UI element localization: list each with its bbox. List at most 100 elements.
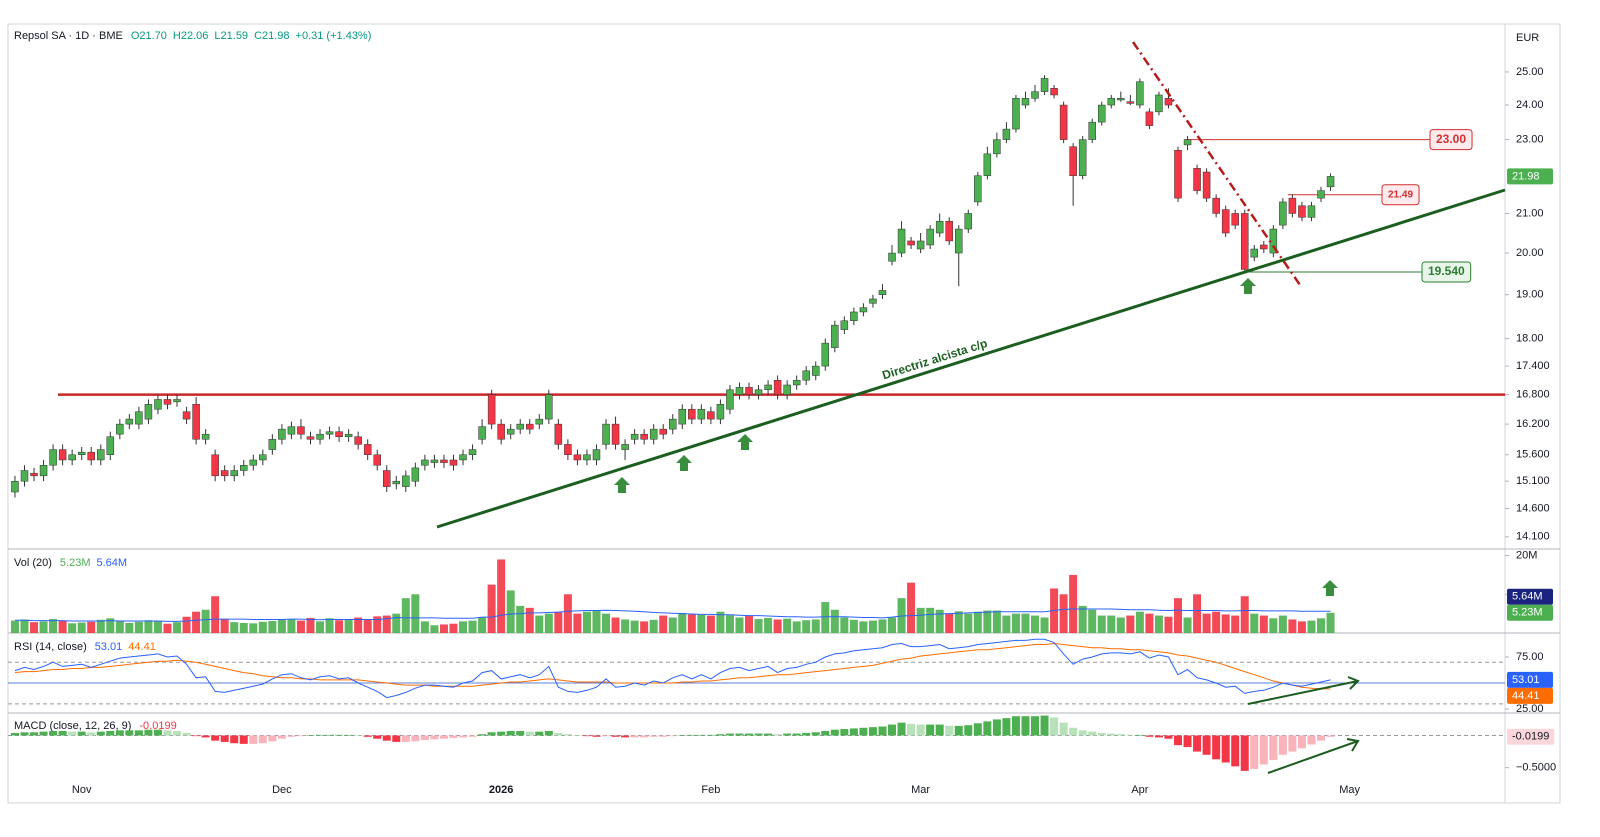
candle-body xyxy=(240,464,248,471)
indicator-value: 44.41 xyxy=(128,641,156,653)
candle-body xyxy=(259,454,267,461)
macd-bar xyxy=(706,734,715,736)
candle-body xyxy=(821,342,830,367)
macd-bar xyxy=(964,725,973,736)
candle-body xyxy=(211,454,219,477)
volume-bar xyxy=(39,621,48,633)
macd-bar xyxy=(668,735,677,737)
volume-bar xyxy=(20,619,29,633)
volume-bar xyxy=(125,622,134,633)
volume-bar xyxy=(1154,615,1163,633)
candle-body xyxy=(325,431,334,435)
volume-bar xyxy=(1297,621,1306,633)
volume-bar xyxy=(430,625,439,633)
candle-body xyxy=(468,449,477,456)
price-tag xyxy=(1507,671,1553,688)
candle-body xyxy=(764,384,772,391)
trend-line xyxy=(436,188,1506,529)
level-label: 23.00 xyxy=(1436,132,1466,146)
candle-body xyxy=(1012,98,1020,130)
volume-bar xyxy=(239,622,248,633)
candle-body xyxy=(173,399,181,403)
volume-bar xyxy=(1317,618,1326,633)
candle-body xyxy=(907,240,915,246)
candle-body xyxy=(144,404,153,420)
candle-body xyxy=(783,384,791,395)
up-arrow xyxy=(614,477,630,493)
volume-bar xyxy=(868,620,877,633)
macd-bar xyxy=(20,732,29,736)
volume-bar xyxy=(706,615,715,633)
candle-body xyxy=(754,389,763,395)
macd-bar xyxy=(973,723,982,736)
candle-body xyxy=(659,428,667,435)
volume-bar xyxy=(811,619,820,633)
y-tick-label: 14.600 xyxy=(1516,502,1550,514)
macd-bar xyxy=(258,735,267,744)
ohlc: H22.06 xyxy=(173,30,208,42)
volume-bar xyxy=(821,602,830,633)
candle-body xyxy=(402,475,410,487)
volume-bar xyxy=(1097,615,1106,633)
volume-bar xyxy=(1250,613,1259,633)
candle-body xyxy=(1250,248,1259,258)
candle-body xyxy=(1088,121,1096,140)
volume-bar xyxy=(830,609,839,633)
candle-body xyxy=(11,480,19,493)
volume-bar xyxy=(1240,596,1249,633)
macd-bar xyxy=(506,731,515,736)
candle-body xyxy=(383,470,391,487)
macd-bar xyxy=(945,725,954,736)
up-arrow xyxy=(676,455,692,471)
candle-body xyxy=(1126,101,1135,104)
macd-bar xyxy=(335,734,344,736)
candle-body xyxy=(125,418,134,425)
candle-body xyxy=(135,411,143,425)
candle-body xyxy=(1183,139,1192,146)
volume-bar xyxy=(792,621,801,633)
candle-body xyxy=(573,454,582,461)
volume-bar xyxy=(907,582,916,633)
macd-bar xyxy=(439,735,448,739)
macd-bar xyxy=(1031,716,1040,736)
candle-body xyxy=(1002,128,1011,140)
candle-body xyxy=(49,449,57,466)
macd-bar xyxy=(1040,715,1049,736)
macd-bar xyxy=(1231,735,1240,767)
y-tick-label: −0.5000 xyxy=(1516,762,1556,774)
ohlc: L21.59 xyxy=(214,30,248,42)
rsi-line xyxy=(14,638,1331,699)
candle-body xyxy=(1231,213,1239,226)
macd-bar xyxy=(192,735,201,737)
candle-body xyxy=(688,408,696,420)
volume-bar xyxy=(1021,613,1030,633)
volume-bar xyxy=(296,620,305,633)
x-tick-label: Apr xyxy=(1131,784,1148,796)
volume-bar xyxy=(220,619,229,633)
symbol: Repsol SA · 1D · BME xyxy=(14,30,123,42)
volume-bar xyxy=(411,594,420,633)
macd-bar xyxy=(888,724,897,736)
candle-body xyxy=(1326,176,1335,188)
macd-bar xyxy=(344,734,353,736)
volume-bar xyxy=(659,615,668,633)
indicator-value: 5.23M xyxy=(60,557,91,569)
candle-body xyxy=(30,472,38,477)
volume-bar xyxy=(516,605,525,633)
volume-bar xyxy=(525,607,534,633)
price-tag-label: 21.98 xyxy=(1512,170,1540,182)
candle-body xyxy=(20,470,29,482)
y-tick-label: 15.600 xyxy=(1516,449,1550,461)
macd-bar xyxy=(687,734,696,736)
candle-body xyxy=(1288,197,1297,214)
candle-body xyxy=(649,428,658,440)
macd-bar xyxy=(554,732,563,736)
volume-bar xyxy=(439,624,448,633)
volume-bar xyxy=(849,619,858,633)
volume-bar xyxy=(1145,613,1154,633)
volume-bar xyxy=(1107,615,1116,633)
candle-body xyxy=(850,311,858,321)
indicator-title: RSI (14, close) xyxy=(14,641,87,653)
candle-body xyxy=(945,220,953,242)
volume-bar xyxy=(935,609,944,633)
